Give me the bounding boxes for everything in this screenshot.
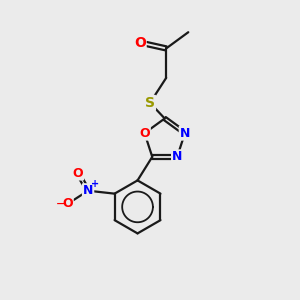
Text: O: O (139, 127, 150, 140)
Text: O: O (134, 35, 146, 50)
Text: O: O (73, 167, 83, 179)
Text: O: O (62, 197, 73, 211)
Text: −: − (56, 199, 65, 209)
Text: S: S (145, 96, 155, 110)
Text: +: + (91, 179, 99, 189)
Text: N: N (83, 184, 93, 197)
Text: N: N (172, 150, 182, 163)
Text: N: N (180, 127, 190, 140)
